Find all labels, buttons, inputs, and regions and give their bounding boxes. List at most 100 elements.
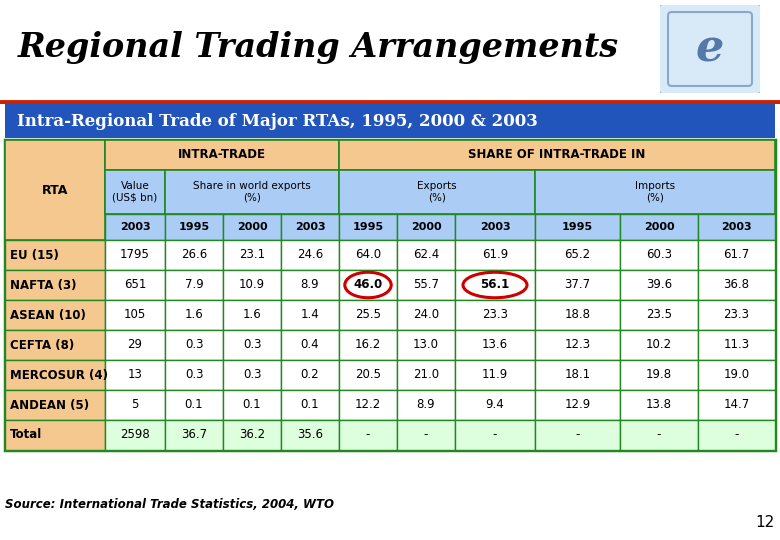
Bar: [105, 140, 339, 170]
Bar: [165, 420, 223, 450]
Bar: [535, 360, 620, 390]
Bar: [455, 240, 535, 270]
Bar: [5, 420, 105, 450]
Bar: [698, 420, 775, 450]
Text: 1.6: 1.6: [243, 308, 261, 321]
Text: 55.7: 55.7: [413, 279, 439, 292]
Text: 20.5: 20.5: [355, 368, 381, 381]
Text: -: -: [424, 429, 428, 442]
Bar: [165, 300, 223, 330]
Text: 1995: 1995: [562, 222, 593, 232]
Bar: [223, 214, 281, 240]
Text: 9.4: 9.4: [486, 399, 505, 411]
Text: Regional Trading Arrangements: Regional Trading Arrangements: [18, 31, 619, 64]
Bar: [281, 360, 339, 390]
Text: 16.2: 16.2: [355, 339, 381, 352]
Text: RTA: RTA: [42, 184, 68, 197]
Bar: [339, 214, 397, 240]
Text: 35.6: 35.6: [297, 429, 323, 442]
Bar: [455, 214, 535, 240]
Text: 1995: 1995: [179, 222, 210, 232]
Bar: [223, 420, 281, 450]
Text: 1.4: 1.4: [300, 308, 319, 321]
Text: 0.1: 0.1: [300, 399, 319, 411]
Text: Source: International Trade Statistics, 2004, WTO: Source: International Trade Statistics, …: [5, 498, 334, 511]
Text: 26.6: 26.6: [181, 248, 207, 261]
Text: 46.0: 46.0: [353, 279, 383, 292]
Bar: [698, 300, 775, 330]
Bar: [5, 140, 105, 240]
Bar: [698, 214, 775, 240]
Text: 29: 29: [127, 339, 143, 352]
Bar: [535, 300, 620, 330]
Bar: [397, 300, 455, 330]
Bar: [397, 330, 455, 360]
Bar: [105, 300, 165, 330]
Text: 18.8: 18.8: [565, 308, 590, 321]
Text: -: -: [657, 429, 661, 442]
Bar: [105, 170, 165, 214]
Text: 1995: 1995: [353, 222, 384, 232]
Text: 2000: 2000: [411, 222, 441, 232]
Text: Imports
(%): Imports (%): [635, 181, 675, 203]
Text: -: -: [366, 429, 370, 442]
Text: ANDEAN (5): ANDEAN (5): [10, 399, 89, 411]
Text: 2000: 2000: [644, 222, 675, 232]
Bar: [698, 330, 775, 360]
Bar: [620, 270, 698, 300]
Bar: [620, 420, 698, 450]
Text: 105: 105: [124, 308, 146, 321]
Bar: [5, 300, 105, 330]
Bar: [698, 390, 775, 420]
Text: 0.3: 0.3: [185, 339, 204, 352]
Text: 2003: 2003: [119, 222, 151, 232]
Text: Total: Total: [10, 429, 42, 442]
Bar: [105, 330, 165, 360]
Text: 10.9: 10.9: [239, 279, 265, 292]
Bar: [165, 240, 223, 270]
Text: 56.1: 56.1: [480, 279, 509, 292]
Text: 8.9: 8.9: [300, 279, 319, 292]
Text: 12.3: 12.3: [565, 339, 590, 352]
Text: 13.8: 13.8: [646, 399, 672, 411]
Bar: [281, 300, 339, 330]
Text: 10.2: 10.2: [646, 339, 672, 352]
Bar: [105, 360, 165, 390]
Text: 19.0: 19.0: [723, 368, 750, 381]
Text: 12.9: 12.9: [565, 399, 590, 411]
Text: Exports
(%): Exports (%): [417, 181, 457, 203]
Bar: [535, 214, 620, 240]
Bar: [105, 390, 165, 420]
Bar: [105, 240, 165, 270]
Text: EU (15): EU (15): [10, 248, 58, 261]
Text: ASEAN (10): ASEAN (10): [10, 308, 86, 321]
Text: 37.7: 37.7: [565, 279, 590, 292]
Bar: [223, 270, 281, 300]
Bar: [535, 330, 620, 360]
Bar: [165, 214, 223, 240]
Text: 12.2: 12.2: [355, 399, 381, 411]
Text: 64.0: 64.0: [355, 248, 381, 261]
FancyBboxPatch shape: [668, 12, 752, 86]
Text: 24.0: 24.0: [413, 308, 439, 321]
Text: 13: 13: [128, 368, 143, 381]
Bar: [620, 360, 698, 390]
Text: 0.1: 0.1: [243, 399, 261, 411]
Text: Intra-Regional Trade of Major RTAs, 1995, 2000 & 2003: Intra-Regional Trade of Major RTAs, 1995…: [17, 112, 538, 130]
Text: 11.3: 11.3: [723, 339, 750, 352]
Bar: [105, 420, 165, 450]
Text: 2003: 2003: [295, 222, 325, 232]
Text: -: -: [493, 429, 497, 442]
Text: 21.0: 21.0: [413, 368, 439, 381]
Bar: [535, 240, 620, 270]
Text: 0.3: 0.3: [185, 368, 204, 381]
Bar: [620, 240, 698, 270]
Bar: [455, 300, 535, 330]
Bar: [281, 214, 339, 240]
Bar: [223, 240, 281, 270]
Text: 12: 12: [756, 515, 775, 530]
Bar: [535, 270, 620, 300]
Bar: [281, 330, 339, 360]
Text: 2000: 2000: [236, 222, 268, 232]
Bar: [397, 214, 455, 240]
